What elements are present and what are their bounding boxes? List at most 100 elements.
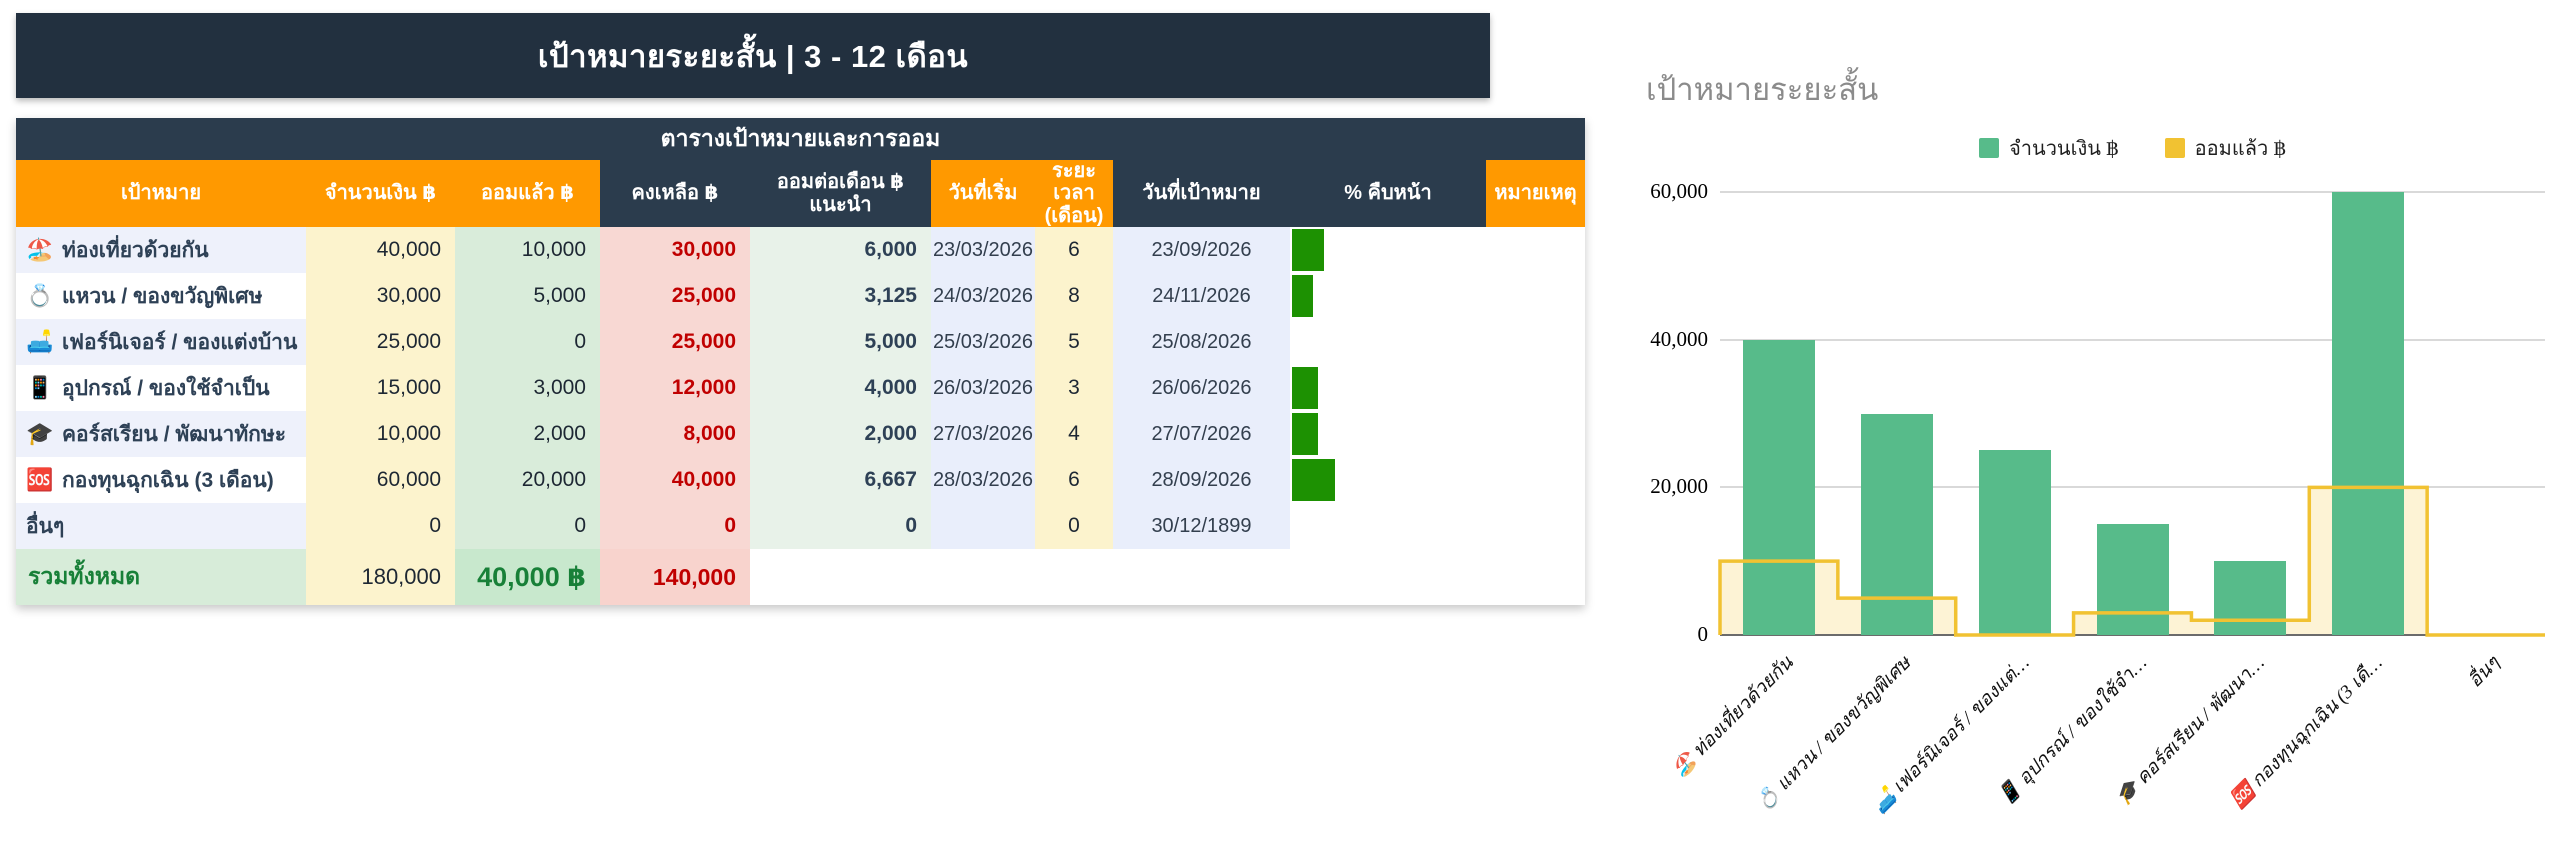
start-date-cell[interactable]: 24/03/2026 <box>931 273 1035 320</box>
col-header[interactable]: ระยะเวลา (เดือน) <box>1035 160 1113 228</box>
col-header[interactable]: วันที่เริ่ม <box>931 160 1035 228</box>
saved-cell[interactable]: 0 <box>455 319 600 366</box>
goal-cell[interactable]: 🏖️ ท่องเที่ยวด้วยกัน <box>16 227 306 274</box>
goal-cell[interactable]: 🛋️ เฟอร์นิเจอร์ / ของแต่งบ้าน <box>16 319 306 366</box>
goal-cell[interactable]: 💍 แหวน / ของขวัญพิเศษ <box>16 273 306 320</box>
monthly-saving-cell[interactable]: 6,667 <box>750 457 931 504</box>
chart-plot: 0 20,000 40,000 60,000 🏖️ ท่องเที่ยวด้วยกัน 💍… <box>1630 62 2555 857</box>
progress-bar <box>1292 275 1314 318</box>
amount-cell[interactable]: 40,000 <box>306 227 455 274</box>
col-header[interactable]: เป้าหมาย <box>16 160 306 228</box>
note-cell[interactable] <box>1486 411 1585 458</box>
target-date-cell[interactable]: 25/08/2026 <box>1113 319 1290 366</box>
monthly-saving-cell[interactable]: 4,000 <box>750 365 931 412</box>
duration-cell[interactable]: 5 <box>1035 319 1113 366</box>
table-caption[interactable]: ตารางเป้าหมายและการออม <box>16 118 1585 160</box>
duration-cell[interactable]: 8 <box>1035 273 1113 320</box>
progress-cell[interactable] <box>1290 273 1486 320</box>
y-tick-label: 60,000 <box>1650 179 1708 203</box>
total-amount-cell[interactable]: 180,000 <box>306 549 455 606</box>
duration-cell[interactable]: 6 <box>1035 227 1113 274</box>
progress-cell[interactable] <box>1290 365 1486 412</box>
remaining-cell[interactable]: 30,000 <box>600 227 750 274</box>
progress-cell[interactable] <box>1290 411 1486 458</box>
goal-icon: 💍 <box>26 282 54 308</box>
duration-cell[interactable]: 0 <box>1035 503 1113 550</box>
note-cell[interactable] <box>1486 319 1585 366</box>
goal-icon: 🆘 <box>26 466 54 492</box>
remaining-cell[interactable]: 8,000 <box>600 411 750 458</box>
col-header[interactable]: วันที่เป้าหมาย <box>1113 160 1290 228</box>
monthly-saving-cell[interactable]: 2,000 <box>750 411 931 458</box>
monthly-saving-cell[interactable]: 0 <box>750 503 931 550</box>
amount-cell[interactable]: 15,000 <box>306 365 455 412</box>
duration-cell[interactable]: 6 <box>1035 457 1113 504</box>
amount-cell[interactable]: 10,000 <box>306 411 455 458</box>
amount-cell[interactable]: 60,000 <box>306 457 455 504</box>
chart-bar <box>2214 561 2287 635</box>
amount-cell[interactable]: 0 <box>306 503 455 550</box>
start-date-cell[interactable]: 25/03/2026 <box>931 319 1035 366</box>
duration-cell[interactable]: 4 <box>1035 411 1113 458</box>
note-cell[interactable] <box>1486 457 1585 504</box>
note-cell[interactable] <box>1486 503 1585 550</box>
target-date-cell[interactable]: 30/12/1899 <box>1113 503 1290 550</box>
note-cell[interactable] <box>1486 227 1585 274</box>
progress-cell[interactable] <box>1290 457 1486 504</box>
goal-cell[interactable]: 🎓 คอร์สเรียน / พัฒนาทักษะ <box>16 411 306 458</box>
total-remaining-cell[interactable]: 140,000 <box>600 549 750 606</box>
col-header[interactable]: คงเหลือ ฿ <box>600 160 750 228</box>
saved-cell[interactable]: 0 <box>455 503 600 550</box>
total-label-cell[interactable]: รวมทั้งหมด <box>16 549 306 606</box>
saved-cell[interactable]: 20,000 <box>455 457 600 504</box>
start-date-cell[interactable] <box>931 503 1035 550</box>
amount-cell[interactable]: 25,000 <box>306 319 455 366</box>
monthly-saving-cell[interactable]: 5,000 <box>750 319 931 366</box>
monthly-saving-cell[interactable]: 3,125 <box>750 273 931 320</box>
duration-cell[interactable]: 3 <box>1035 365 1113 412</box>
col-header[interactable]: จำนวนเงิน ฿ <box>306 160 455 228</box>
progress-cell[interactable] <box>1290 227 1486 274</box>
saved-cell[interactable]: 3,000 <box>455 365 600 412</box>
amount-cell[interactable]: 30,000 <box>306 273 455 320</box>
sheet-title-bar[interactable]: เป้าหมายระยะสั้น | 3 - 12 เดือน <box>16 13 1490 98</box>
col-header[interactable]: ออมต่อเดือน ฿ แนะนำ <box>750 160 931 228</box>
note-cell[interactable] <box>1486 365 1585 412</box>
gridline <box>1720 338 2545 341</box>
remaining-cell[interactable]: 25,000 <box>600 273 750 320</box>
goal-cell[interactable]: 🆘 กองทุนฉุกเฉิน (3 เดือน) <box>16 457 306 504</box>
remaining-cell[interactable]: 25,000 <box>600 319 750 366</box>
chart-bar <box>2096 524 2169 635</box>
goal-cell[interactable]: อื่นๆ <box>16 503 306 550</box>
target-date-cell[interactable]: 26/06/2026 <box>1113 365 1290 412</box>
target-date-cell[interactable]: 23/09/2026 <box>1113 227 1290 274</box>
remaining-cell[interactable]: 0 <box>600 503 750 550</box>
target-date-cell[interactable]: 28/09/2026 <box>1113 457 1290 504</box>
remaining-cell[interactable]: 40,000 <box>600 457 750 504</box>
legend-swatch <box>2164 138 2185 158</box>
saved-cell[interactable]: 10,000 <box>455 227 600 274</box>
saved-cell[interactable]: 5,000 <box>455 273 600 320</box>
y-tick-label: 40,000 <box>1650 326 1708 351</box>
saved-cell[interactable]: 2,000 <box>455 411 600 458</box>
start-date-cell[interactable]: 26/03/2026 <box>931 365 1035 412</box>
col-header[interactable]: หมายเหตุ <box>1486 160 1585 228</box>
goal-cell[interactable]: 📱 อุปกรณ์ / ของใช้จำเป็น <box>16 365 306 412</box>
total-saved-cell[interactable]: 40,000 ฿ <box>455 549 600 606</box>
monthly-saving-cell[interactable]: 6,000 <box>750 227 931 274</box>
progress-cell[interactable] <box>1290 503 1486 550</box>
start-date-cell[interactable]: 27/03/2026 <box>931 411 1035 458</box>
goal-label: อื่นๆ <box>26 514 65 538</box>
start-date-cell[interactable]: 23/03/2026 <box>931 227 1035 274</box>
col-header[interactable]: % คืบหน้า <box>1290 160 1486 228</box>
start-date-cell[interactable]: 28/03/2026 <box>931 457 1035 504</box>
target-date-cell[interactable]: 24/11/2026 <box>1113 273 1290 320</box>
goal-row: 🏖️ ท่องเที่ยวด้วยกัน 40,000 10,000 30,000 6,0… <box>16 227 1585 274</box>
note-cell[interactable] <box>1486 273 1585 320</box>
col-header[interactable]: ออมแล้ว ฿ <box>455 160 600 228</box>
target-date-cell[interactable]: 27/07/2026 <box>1113 411 1290 458</box>
remaining-cell[interactable]: 12,000 <box>600 365 750 412</box>
progress-cell[interactable] <box>1290 319 1486 366</box>
